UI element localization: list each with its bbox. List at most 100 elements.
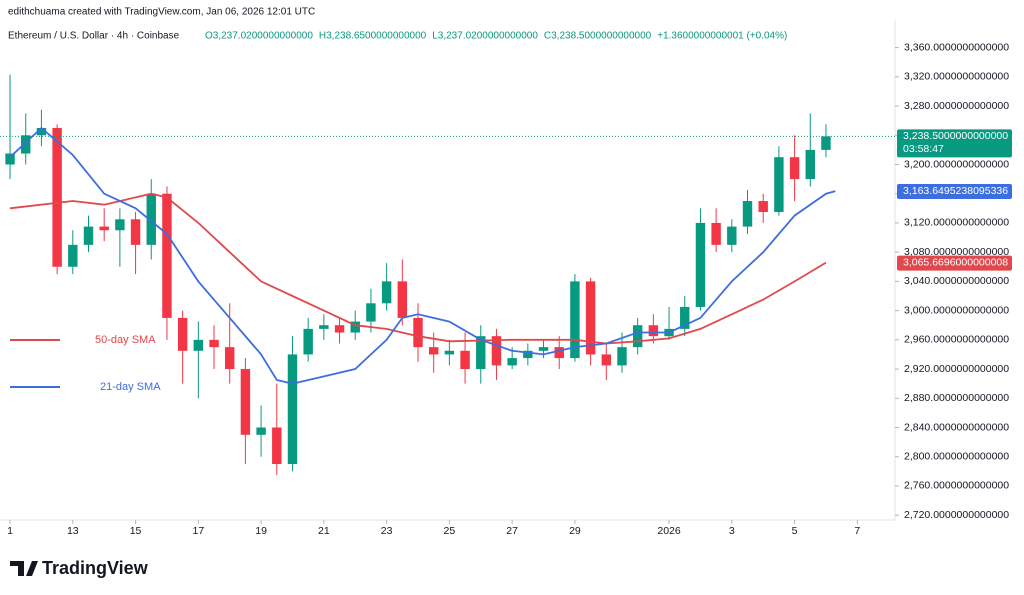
candle-body	[617, 347, 627, 366]
ohlc-field: C3,238.5000000000000	[544, 31, 652, 42]
candle-body	[413, 317, 423, 348]
y-tick-label: 2,720.0000000000000	[904, 509, 1009, 521]
x-tick-label: 29	[569, 525, 581, 537]
x-tick-label: 1	[7, 525, 13, 537]
y-tick-label: 2,800.0000000000000	[904, 450, 1009, 462]
ohlc-field: L3,237.0200000000000	[432, 31, 538, 42]
legend-label: 21-day SMA	[100, 381, 161, 393]
candle-body	[428, 347, 439, 355]
price-label-box	[897, 184, 1012, 200]
candle-body	[805, 149, 815, 180]
y-tick-label: 3,320.0000000000000	[904, 71, 1009, 83]
candle-body	[21, 135, 31, 154]
y-tick-label: 2,960.0000000000000	[904, 334, 1009, 346]
ohlc-field: O3,237.0200000000000	[205, 31, 313, 42]
candle-body	[130, 219, 141, 245]
candle-body	[444, 350, 455, 355]
candle-body	[538, 347, 549, 351]
candle-body	[680, 306, 690, 329]
brand-logo: TradingView	[10, 558, 149, 578]
candle-body	[68, 244, 78, 267]
candle-body	[334, 325, 345, 333]
candle-body	[758, 201, 768, 212]
candle-body	[350, 321, 360, 333]
candle-body	[146, 193, 156, 245]
candle-body	[789, 157, 800, 180]
candle-body	[303, 328, 313, 355]
candle-body	[727, 226, 737, 245]
candle-body	[177, 317, 188, 351]
y-tick-label: 3,080.0000000000000	[904, 246, 1009, 258]
price-label: 3,065.6696000000008	[903, 256, 1008, 268]
candle-body	[523, 350, 533, 359]
ohlc-field: +1.3600000000001 (+0.04%)	[657, 31, 787, 42]
y-tick-label: 3,200.0000000000000	[904, 158, 1009, 170]
candle-body	[52, 127, 62, 267]
x-tick-label: 25	[444, 525, 456, 537]
candle-body	[225, 347, 235, 370]
y-tick-label: 3,280.0000000000000	[904, 100, 1009, 112]
candle-body	[711, 222, 721, 245]
candle-body	[240, 369, 251, 435]
candle-body	[601, 354, 611, 366]
x-tick-label: 21	[318, 525, 330, 537]
sma-line	[9, 192, 827, 345]
x-tick-label: 23	[381, 525, 393, 537]
y-tick-label: 2,760.0000000000000	[904, 480, 1009, 492]
attribution: edithchuama created with TradingView.com…	[8, 7, 315, 18]
candle-body	[272, 427, 282, 465]
candle-body	[554, 347, 564, 359]
candle-body	[115, 219, 125, 231]
chart-title: Ethereum / U.S. Dollar · 4h · Coinbase	[8, 31, 180, 42]
x-tick-label: 17	[192, 525, 204, 537]
candle-body	[648, 325, 659, 337]
candle-body	[742, 201, 753, 227]
y-tick-label: 2,880.0000000000000	[904, 392, 1009, 404]
x-tick-label: 2026	[657, 525, 681, 537]
candle-body	[774, 157, 784, 212]
candle-body	[695, 222, 706, 307]
legend-label: 50-day SMA	[95, 334, 156, 346]
candle-body	[193, 339, 204, 351]
candle-body	[491, 336, 502, 366]
candle-body	[366, 303, 376, 322]
x-tick-label: 15	[130, 525, 142, 537]
candle-body	[36, 127, 47, 136]
y-tick-label: 2,920.0000000000000	[904, 363, 1009, 375]
candle-body	[381, 281, 392, 304]
price-label-box	[897, 129, 1012, 158]
y-tick-label: 2,840.0000000000000	[904, 421, 1009, 433]
candle-body	[821, 136, 831, 150]
price-label-box	[897, 255, 1012, 271]
y-tick-label: 3,040.0000000000000	[904, 275, 1009, 287]
candle-body	[256, 427, 266, 435]
candle-body	[209, 339, 219, 348]
candle-body	[397, 281, 408, 318]
candle-body	[632, 325, 643, 348]
candle-body	[319, 325, 329, 329]
y-tick-label: 3,360.0000000000000	[904, 41, 1009, 53]
y-tick-label: 3,000.0000000000000	[904, 304, 1009, 316]
candle-body	[287, 354, 298, 465]
candle-body	[460, 350, 470, 370]
x-tick-label: 19	[255, 525, 267, 537]
candle-body	[570, 281, 580, 359]
ohlc-field: H3,238.6500000000000	[319, 31, 427, 42]
price-label: 3,238.5000000000000	[903, 130, 1008, 142]
candle-body	[5, 153, 15, 165]
x-tick-label: 7	[854, 525, 860, 537]
logo-icon	[10, 561, 38, 576]
x-tick-label: 5	[792, 525, 798, 537]
x-tick-label: 3	[729, 525, 735, 537]
x-tick-label: 13	[67, 525, 79, 537]
candle-body	[585, 281, 596, 355]
y-tick-label: 3,120.0000000000000	[904, 217, 1009, 229]
candle-body	[83, 226, 94, 245]
candle-body	[476, 336, 486, 370]
candle-body	[99, 226, 109, 231]
price-label: 3,163.6495238095336	[903, 185, 1008, 197]
sma-line	[9, 126, 836, 385]
candle-body	[507, 358, 517, 366]
